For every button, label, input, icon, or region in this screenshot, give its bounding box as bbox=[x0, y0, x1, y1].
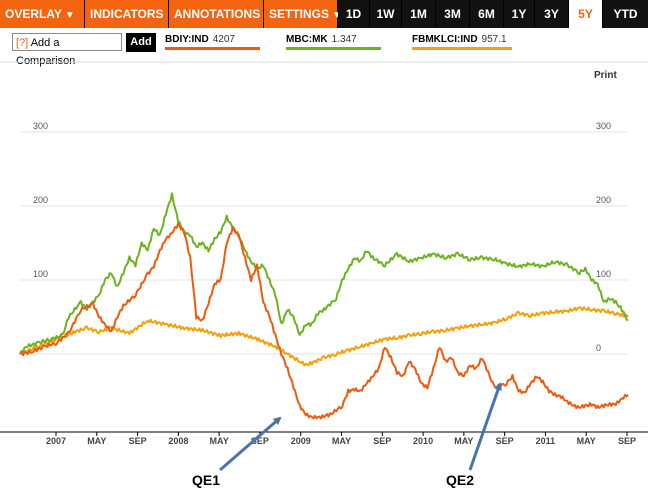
annotations-menu[interactable]: ANNOTATIONS▼ bbox=[169, 0, 273, 28]
range-5y-button[interactable]: 5Y bbox=[569, 0, 602, 28]
x-tick-label: MAY bbox=[210, 436, 229, 446]
range-ytd-button[interactable]: YTD bbox=[603, 0, 648, 28]
chart-annotations: QE1 QE2 bbox=[192, 382, 502, 488]
range-3y-button[interactable]: 3Y bbox=[535, 0, 568, 28]
y-tick-label-left: 300 bbox=[33, 121, 48, 131]
comparison-placeholder: Add a Comparison bbox=[16, 37, 76, 67]
legend-item-mbc[interactable]: MBC:MK 1.347 bbox=[286, 34, 381, 50]
help-icon[interactable]: [?] bbox=[16, 37, 29, 49]
annotation-label: QE1 bbox=[192, 472, 220, 488]
legend-item-fbmklci[interactable]: FBMKLCI:IND 957.1 bbox=[412, 34, 512, 50]
y-tick-label-right: 200 bbox=[596, 195, 611, 205]
chart-series bbox=[19, 192, 629, 420]
x-tick-label: MAY bbox=[577, 436, 596, 446]
toolbar: OVERLAY▼ INDICATORS▼ ANNOTATIONS▼ SETTIN… bbox=[0, 0, 648, 28]
x-tick-label: MAY bbox=[332, 436, 351, 446]
x-tick-label: SEP bbox=[373, 436, 391, 446]
range-1d-button[interactable]: 1D bbox=[338, 0, 369, 28]
y-tick-label-right: 100 bbox=[596, 269, 611, 279]
x-tick-label: 2011 bbox=[536, 436, 556, 446]
comparison-input[interactable]: [?] Add a Comparison bbox=[12, 33, 122, 67]
x-tick-label: SEP bbox=[129, 436, 147, 446]
legend-value: 1.347 bbox=[331, 34, 357, 45]
x-tick-label: 2008 bbox=[168, 436, 188, 446]
range-1m-button[interactable]: 1M bbox=[402, 0, 435, 28]
range-1y-button[interactable]: 1Y bbox=[504, 0, 534, 28]
overlay-menu[interactable]: OVERLAY ▼ bbox=[0, 0, 84, 28]
annotations-label: ANNOTATIONS bbox=[174, 7, 261, 21]
legend-symbol: FBMKLCI:IND bbox=[412, 34, 478, 45]
annotation-arrow bbox=[468, 382, 502, 471]
legend-symbol: MBC:MK bbox=[286, 34, 328, 45]
indicators-label: INDICATORS bbox=[90, 7, 164, 21]
x-tick-label: 2007 bbox=[46, 436, 66, 446]
settings-menu[interactable]: SETTINGS ▼ bbox=[264, 0, 342, 28]
legend-item-bdiy[interactable]: BDIY:IND 4207 bbox=[165, 34, 260, 50]
settings-label: SETTINGS bbox=[269, 7, 330, 21]
x-tick-label: MAY bbox=[87, 436, 106, 446]
series-line-bdiyind bbox=[19, 222, 629, 420]
legend-swatch bbox=[286, 47, 381, 50]
dropdown-arrow-icon: ▼ bbox=[64, 10, 75, 21]
dropdown-arrow-icon: ▼ bbox=[332, 10, 342, 21]
x-tick-label: 2010 bbox=[413, 436, 433, 446]
add-comparison-button[interactable]: Add bbox=[126, 33, 156, 52]
y-tick-label-right: 300 bbox=[596, 121, 611, 131]
x-tick-label: SEP bbox=[496, 436, 514, 446]
range-6m-button[interactable]: 6M bbox=[470, 0, 503, 28]
annotation-arrow bbox=[219, 416, 282, 472]
y-tick-label-left: 100 bbox=[33, 269, 48, 279]
range-1w-button[interactable]: 1W bbox=[370, 0, 401, 28]
legend-symbol: BDIY:IND bbox=[165, 34, 209, 45]
series-line-fbmklciind bbox=[19, 306, 629, 367]
x-tick-label: SEP bbox=[251, 436, 269, 446]
annotation-label: QE2 bbox=[446, 472, 474, 488]
comparison-bar: [?] Add a Comparison Add BDIY:IND 4207 MB… bbox=[0, 28, 648, 67]
range-3m-button[interactable]: 3M bbox=[436, 0, 469, 28]
legend-swatch bbox=[165, 47, 260, 50]
x-tick-label: MAY bbox=[454, 436, 473, 446]
print-link[interactable]: Print bbox=[594, 70, 617, 81]
legend-swatch bbox=[412, 47, 512, 50]
overlay-label: OVERLAY bbox=[5, 7, 62, 21]
x-tick-label: 2009 bbox=[291, 436, 311, 446]
legend-value: 4207 bbox=[212, 34, 235, 45]
x-tick-label: SEP bbox=[618, 436, 636, 446]
legend-value: 957.1 bbox=[481, 34, 507, 45]
y-tick-label-left: 200 bbox=[33, 195, 48, 205]
x-axis: 2007 MAY SEP 2008 MAY SEP 2009 MAY SEP 2010 MAY SEP… bbox=[0, 431, 648, 446]
series-line-mbcmk bbox=[19, 192, 629, 355]
y-tick-label-right: 0 bbox=[596, 343, 601, 353]
